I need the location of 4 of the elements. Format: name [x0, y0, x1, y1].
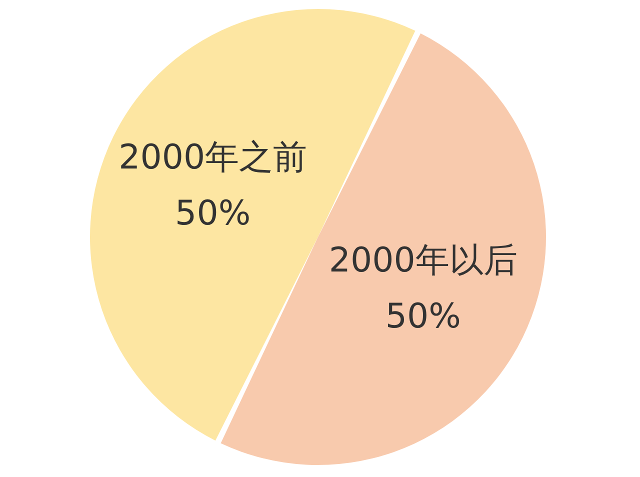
slice-label: 2000年以后 — [328, 240, 518, 280]
data-label: 50% — [175, 194, 251, 234]
data-label: 50% — [385, 296, 461, 336]
slice-label: 2000年之前 — [118, 138, 308, 178]
